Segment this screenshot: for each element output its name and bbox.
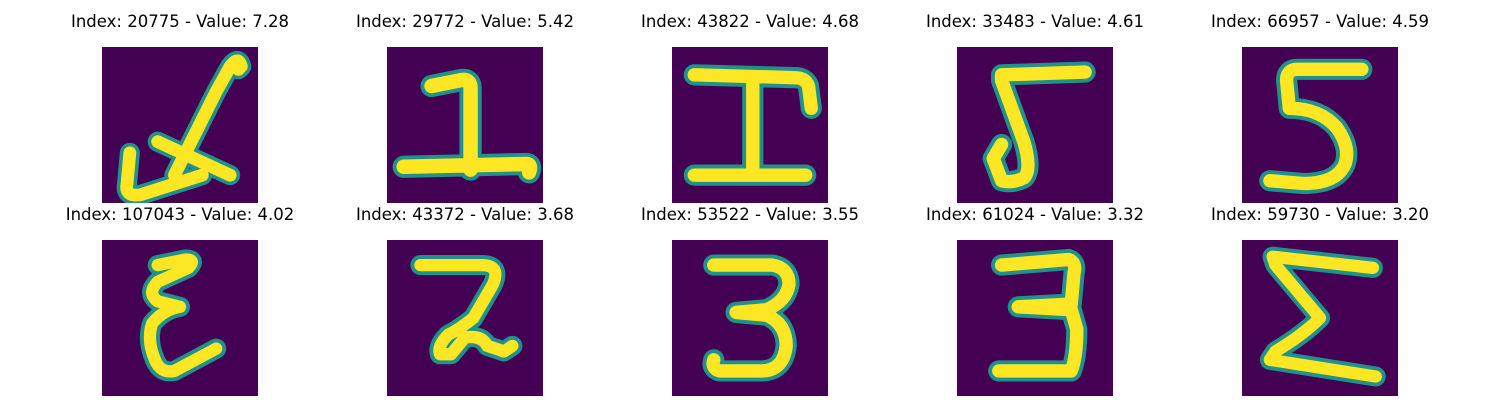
grid-cell: Index: 33483 - Value: 4.61 [893, 10, 1178, 203]
image-title: Index: 107043 - Value: 4.02 [65, 205, 295, 224]
digit-image [957, 240, 1113, 396]
image-title: Index: 43372 - Value: 3.68 [355, 205, 574, 224]
grid-cell: Index: 107043 - Value: 4.02 [38, 203, 323, 396]
grid-cell: Index: 53522 - Value: 3.55 [608, 203, 893, 396]
grid-cell: Index: 43372 - Value: 3.68 [323, 203, 608, 396]
digit-image [957, 47, 1113, 203]
image-title: Index: 43822 - Value: 4.68 [640, 12, 859, 31]
digit-image [387, 47, 543, 203]
digit-image [102, 47, 258, 203]
grid-cell: Index: 29772 - Value: 5.42 [323, 10, 608, 203]
image-title: Index: 59730 - Value: 3.20 [1210, 205, 1429, 224]
image-title: Index: 29772 - Value: 5.42 [355, 12, 574, 31]
digit-image [1242, 240, 1398, 396]
digit-image [1242, 47, 1398, 203]
image-title: Index: 53522 - Value: 3.55 [640, 205, 859, 224]
grid-cell: Index: 20775 - Value: 7.28 [38, 10, 323, 203]
digit-image [387, 240, 543, 396]
digit-image [102, 240, 258, 396]
grid-cell: Index: 43822 - Value: 4.68 [608, 10, 893, 203]
image-title: Index: 61024 - Value: 3.32 [925, 205, 1144, 224]
image-title: Index: 33483 - Value: 4.61 [925, 12, 1144, 31]
grid-cell: Index: 59730 - Value: 3.20 [1178, 203, 1463, 396]
digit-image [672, 47, 828, 203]
image-title: Index: 66957 - Value: 4.59 [1210, 12, 1429, 31]
grid-cell: Index: 66957 - Value: 4.59 [1178, 10, 1463, 203]
image-title: Index: 20775 - Value: 7.28 [70, 12, 289, 31]
grid-cell: Index: 61024 - Value: 3.32 [893, 203, 1178, 396]
digit-image [672, 240, 828, 396]
